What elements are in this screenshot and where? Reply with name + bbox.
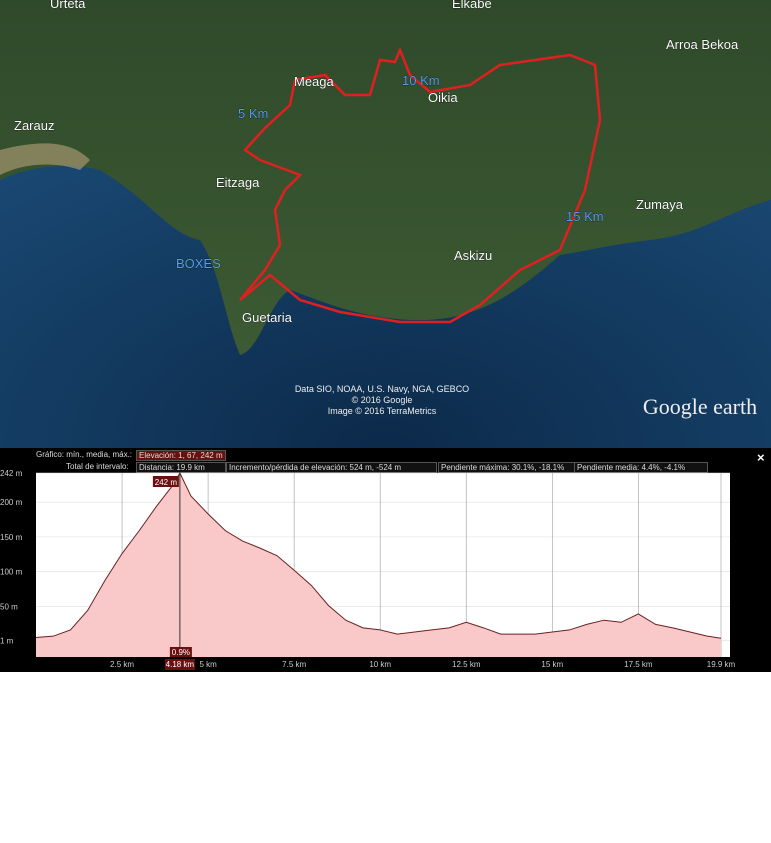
x-tick-label: 12.5 km [452, 660, 481, 669]
x-tick-label: 19.9 km [707, 660, 736, 669]
stat: Elevación: 1, 67, 242 m [136, 450, 226, 461]
km-marker: 15 Km [566, 209, 604, 224]
beach [0, 143, 90, 175]
y-tick-label: 242 m [0, 469, 23, 478]
stat: Distancia: 19.9 km [136, 462, 226, 473]
y-tick-label: 150 m [0, 533, 23, 542]
stat: Gráfico: mín., media, máx.: [36, 450, 133, 459]
stat: Pendiente media: 4.4%, -4.1% [574, 462, 708, 473]
attribution: Data SIO, NOAA, U.S. Navy, NGA, GEBCO [295, 384, 469, 394]
cursor-x-label: 4.18 km [166, 660, 195, 669]
cursor-box [169, 647, 192, 657]
line [35, 471, 722, 639]
cursor-box [152, 476, 179, 487]
elevation-chart: 242 m 200 m 150 m 100 m 50 m 1 m 2.5 km 5 km 7.5… [0, 469, 736, 670]
x-tick-label: 10 km [369, 660, 391, 669]
map: Urteta Elkabe Arroa Bekoa Meaga 10 Km Oi… [0, 0, 771, 448]
km-marker: 5 Km [238, 106, 268, 121]
place-label: Arroa Bekoa [666, 37, 739, 52]
km-marker: 10 Km [402, 73, 440, 88]
route [239, 46, 602, 324]
stat: Incremento/pérdida de elevación: 524 m, … [226, 462, 437, 473]
stat: Total de intervalo: [66, 462, 129, 471]
place-label: Meaga [294, 74, 335, 89]
x-tick-label: 2.5 km [110, 660, 134, 669]
x-tick-label: 7.5 km [282, 660, 306, 669]
y-tick-label: 100 m [0, 568, 23, 577]
y-tick-label: 1 m [0, 636, 14, 645]
cursor-box [164, 659, 195, 670]
close-button[interactable]: × [757, 450, 765, 465]
place-label: Zumaya [636, 197, 684, 212]
cursor-slope-label: 0.9% [172, 648, 190, 657]
km-marker: BOXES [176, 256, 221, 271]
place-label: Guetaria [242, 310, 293, 325]
elevation-panel: Gráfico: mín., media, máx.: Elevación: 1… [0, 448, 771, 672]
land [0, 0, 771, 355]
y-tick-label: 200 m [0, 498, 23, 507]
place-label: Zarauz [14, 118, 54, 133]
place-label: Elkabe [452, 0, 492, 11]
place-label: Oikia [428, 90, 458, 105]
place-label: Askizu [454, 248, 492, 263]
logo: Google earth [643, 394, 757, 419]
y-tick-label: 50 m [0, 602, 18, 611]
attribution: Image © 2016 TerraMetrics [328, 406, 437, 416]
x-tick-label: 17.5 km [624, 660, 653, 669]
cursor-y-label: 242 m [155, 478, 178, 487]
place-label: Urteta [50, 0, 86, 11]
attribution: © 2016 Google [352, 395, 413, 405]
place-label: Eitzaga [216, 175, 260, 190]
area [36, 473, 721, 657]
x-tick-label: 15 km [541, 660, 563, 669]
x-tick-label: 5 km [199, 660, 217, 669]
